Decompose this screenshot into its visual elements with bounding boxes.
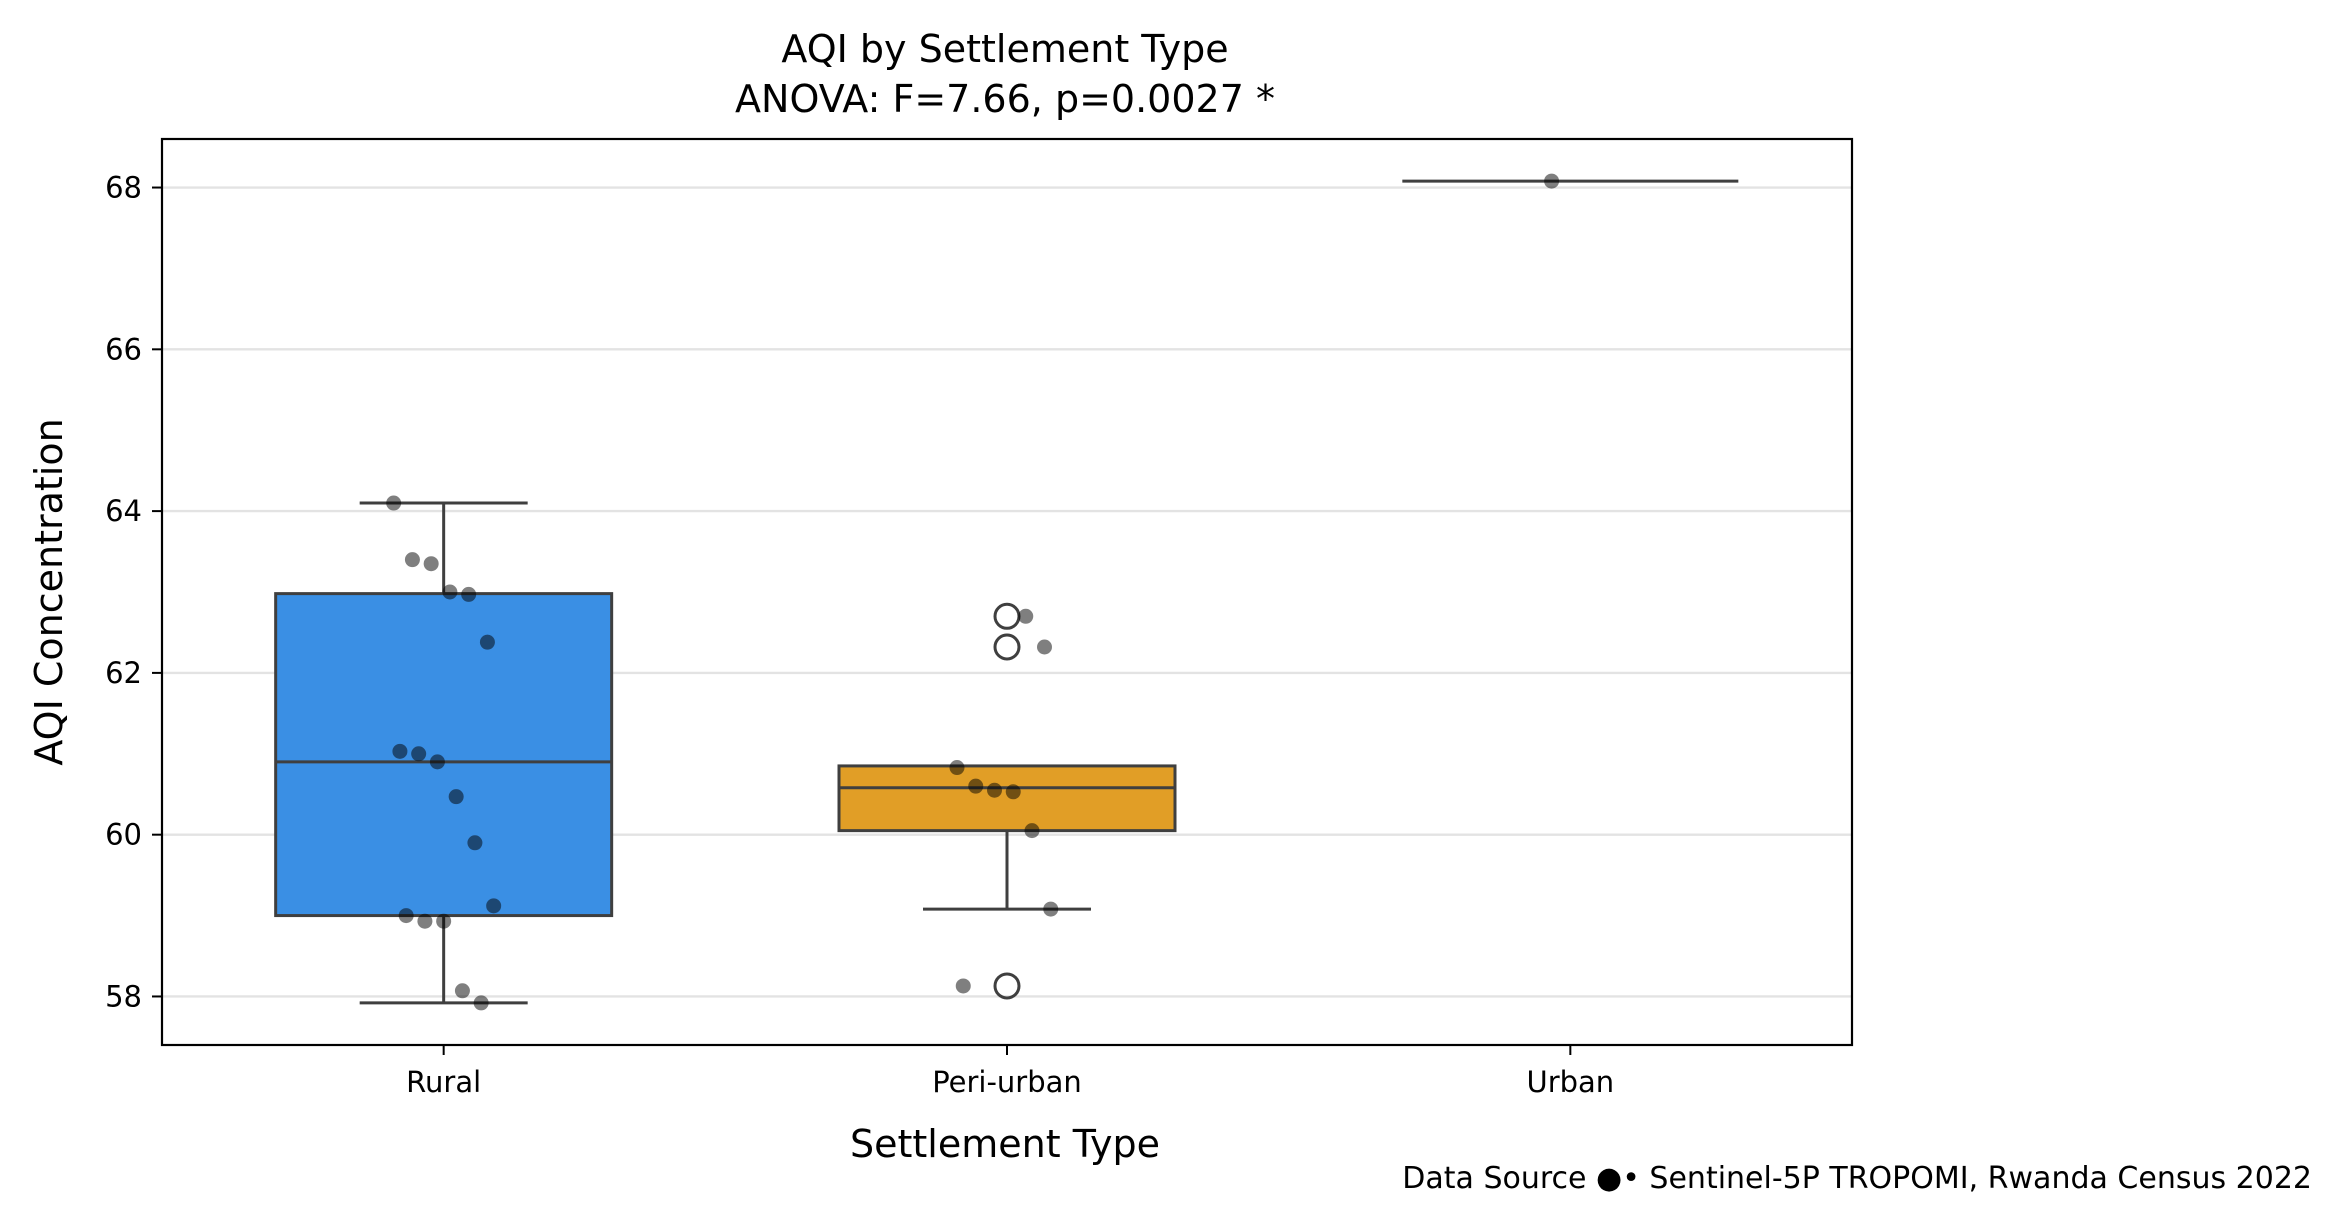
y-tick-label: 60 bbox=[105, 818, 142, 852]
data-point bbox=[448, 789, 464, 805]
box-iqr bbox=[837, 764, 1177, 833]
data-point bbox=[473, 995, 489, 1011]
data-point bbox=[417, 913, 433, 929]
y-tick-label: 62 bbox=[105, 656, 142, 690]
data-point bbox=[1018, 608, 1034, 624]
axis-ticks: 58 60 62 64 66 68 Rural Peri-urban Urban bbox=[105, 171, 1614, 1099]
chart-title: AQI by Settlement Type bbox=[781, 27, 1228, 71]
box-peri-urban bbox=[837, 602, 1177, 1000]
data-point bbox=[411, 746, 427, 762]
plot-frame bbox=[160, 137, 1854, 1047]
data-point bbox=[987, 782, 1002, 798]
data-points bbox=[386, 173, 1560, 1011]
data-point bbox=[479, 634, 495, 650]
boxes bbox=[274, 179, 1739, 1005]
data-point bbox=[392, 743, 408, 759]
data-point bbox=[1043, 901, 1059, 917]
y-tick-label: 58 bbox=[105, 979, 142, 1013]
outlier-marker bbox=[993, 602, 1021, 630]
data-point bbox=[486, 898, 502, 914]
outlier-marker bbox=[993, 972, 1021, 1000]
data-point bbox=[429, 754, 445, 770]
x-axis-label: Settlement Type bbox=[850, 1122, 1160, 1166]
data-point bbox=[1005, 784, 1021, 800]
x-tick-label: Urban bbox=[1526, 1065, 1614, 1099]
y-axis-label: AQI Concentration bbox=[27, 418, 71, 765]
x-tick-label: Peri-urban bbox=[932, 1065, 1082, 1099]
outlier-marker bbox=[993, 633, 1021, 661]
data-point bbox=[1024, 823, 1040, 839]
data-point bbox=[968, 778, 984, 794]
y-tick-label: 68 bbox=[105, 171, 142, 205]
x-tick-label: Rural bbox=[406, 1065, 481, 1099]
data-point bbox=[1544, 173, 1560, 189]
data-source-note: Data Source ●• Sentinel-5P TROPOMI, Rwan… bbox=[1402, 1161, 2312, 1196]
data-point bbox=[461, 586, 477, 602]
data-point bbox=[423, 556, 439, 572]
y-tick-label: 66 bbox=[105, 332, 142, 366]
y-tick-label: 64 bbox=[105, 494, 142, 528]
data-point bbox=[386, 495, 402, 511]
data-point bbox=[955, 978, 971, 994]
data-point bbox=[1037, 639, 1052, 655]
data-point bbox=[467, 835, 483, 851]
box-iqr bbox=[274, 592, 614, 918]
data-point bbox=[436, 913, 452, 929]
data-point bbox=[398, 908, 414, 924]
chart-subtitle: ANOVA: F=7.66, p=0.0027 * bbox=[735, 77, 1275, 121]
data-point bbox=[454, 983, 470, 999]
data-point bbox=[404, 552, 420, 568]
data-point bbox=[442, 584, 458, 600]
data-point bbox=[949, 760, 965, 776]
